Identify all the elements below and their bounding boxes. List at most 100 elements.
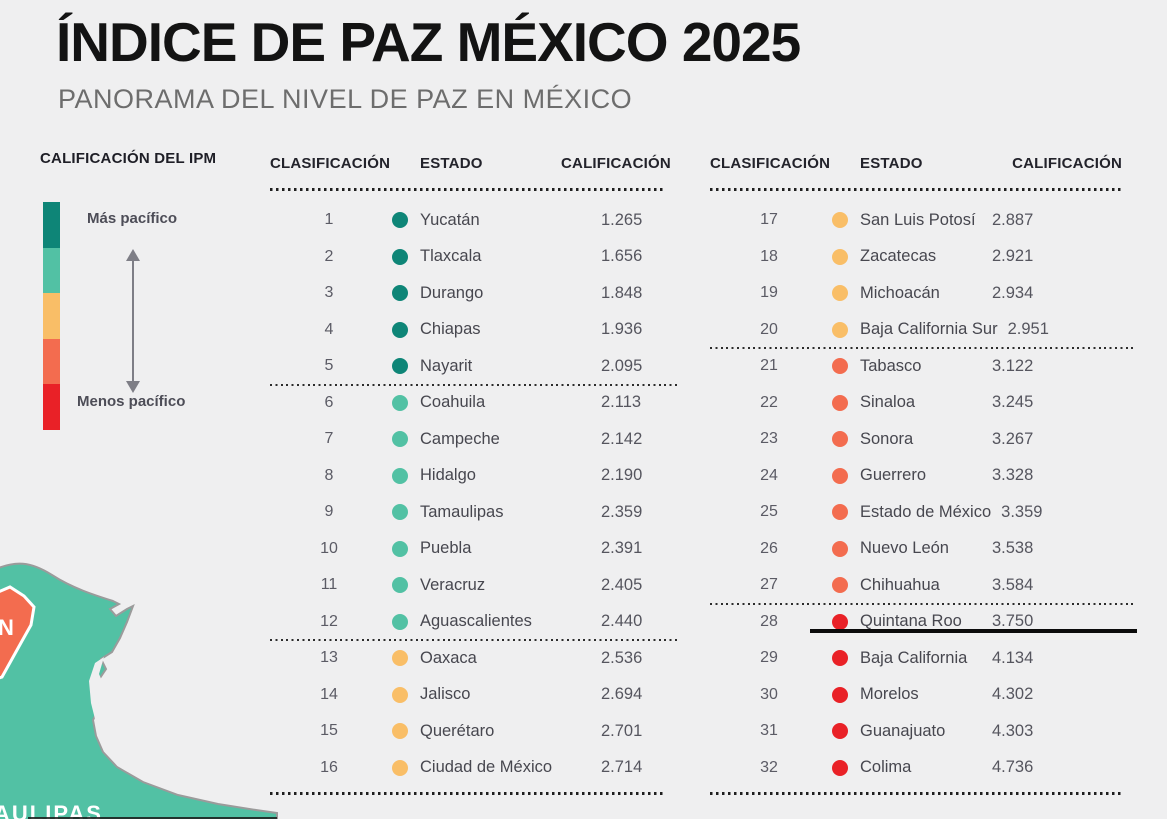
table-row: 8 Hidalgo 2.190 [270, 458, 666, 495]
state-name: Estado de México [860, 502, 992, 521]
state-name: Aguascalientes [420, 612, 532, 631]
rank-cell: 10 [320, 539, 338, 557]
state-name: Coahuila [420, 393, 486, 412]
rank-cell: 13 [320, 649, 338, 667]
rank-cell: 22 [760, 393, 778, 411]
mexico-map-fragment: N AULIPAS [0, 562, 278, 819]
state-name: San Luis Potosí [860, 210, 976, 229]
scale-segment [43, 247, 60, 294]
state-name: Jalisco [420, 685, 471, 704]
legend-title: CALIFICACIÓN DEL IPM [40, 150, 217, 167]
score-value: 2.405 [601, 575, 643, 594]
rank-cell: 29 [760, 649, 778, 667]
rank-cell: 16 [320, 758, 338, 776]
table-row: 21 Tabasco 3.122 [710, 348, 1122, 385]
table-row: 26 Nuevo León 3.538 [710, 531, 1122, 568]
rank-cell: 27 [760, 576, 778, 594]
dot-cell [828, 431, 852, 448]
table-row: 4 Chiapas 1.936 [270, 312, 666, 349]
tier-dot-icon [832, 321, 848, 338]
dot-cell [388, 686, 412, 703]
table-row: 9 Tamaulipas 2.359 [270, 494, 666, 531]
score-value: 1.848 [601, 283, 643, 302]
table-row: 31 Guanajuato 4.303 [710, 713, 1122, 750]
score-value: 4.302 [992, 685, 1034, 704]
dot-cell [828, 358, 852, 375]
rank-cell: 4 [324, 320, 334, 338]
state-name: Sinaloa [860, 393, 916, 412]
rank-cell: 19 [760, 284, 778, 302]
score-value: 2.934 [992, 283, 1034, 302]
score-value: 2.701 [601, 721, 643, 740]
header-dotted-line [710, 188, 1122, 191]
table-row: 15 Querétaro 2.701 [270, 713, 666, 750]
state-name: Guerrero [860, 466, 927, 485]
scale-segment [43, 293, 60, 339]
peace-scale-bar [43, 202, 60, 430]
tier-dot-icon [392, 212, 408, 229]
tier-dot-icon [832, 723, 848, 740]
tier-dot-icon [392, 394, 408, 411]
dot-cell [388, 540, 412, 557]
state-name: Querétaro [420, 721, 495, 740]
tier-dot-icon [392, 321, 408, 338]
score-value: 4.303 [992, 721, 1034, 740]
rank-cell: 26 [760, 539, 778, 557]
table-header-row: CLASIFICACIÓN ESTADO CALIFICACIÓN [270, 150, 671, 188]
bottom-dotted-line [710, 792, 1122, 795]
tier-dot-icon [832, 650, 848, 667]
arrow-line [131, 261, 135, 381]
table-row: 17 San Luis Potosí 2.887 [710, 202, 1122, 239]
rank-cell: 17 [760, 211, 778, 229]
tier-dot-icon [832, 394, 848, 411]
bottom-dotted-line [270, 792, 666, 795]
score-value: 4.736 [992, 758, 1034, 777]
tier-dot-icon [832, 686, 848, 703]
header-dotted-line [270, 188, 666, 191]
dot-cell [828, 467, 852, 484]
tier-dot-icon [392, 358, 408, 375]
state-name: Veracruz [420, 575, 486, 594]
state-name: Quintana Roo [860, 612, 962, 631]
tier-dot-icon [392, 723, 408, 740]
dot-cell [388, 504, 412, 521]
rank-column-header: CLASIFICACIÓN [270, 155, 391, 172]
score-value: 2.951 [1007, 320, 1049, 339]
less-peaceful-label: Menos pacífico [77, 393, 186, 410]
dot-cell [828, 394, 852, 411]
tier-dot-icon [832, 504, 848, 521]
score-value: 2.142 [601, 429, 643, 448]
state-name: Campeche [420, 429, 500, 448]
tier-dot-icon [392, 248, 408, 265]
dot-cell [828, 650, 852, 667]
score-value: 2.440 [601, 612, 643, 631]
score-value: 2.359 [601, 502, 643, 521]
table-row: 30 Morelos 4.302 [710, 677, 1122, 714]
score-value: 3.538 [992, 539, 1034, 558]
state-name: Morelos [860, 685, 919, 704]
table-row: 19 Michoacán 2.934 [710, 275, 1122, 312]
dot-cell [828, 540, 852, 557]
dot-cell [388, 394, 412, 411]
dot-cell [388, 759, 412, 776]
rank-cell: 1 [324, 211, 334, 229]
ipm-score-legend: CALIFICACIÓN DEL IPM Más pacífico Menos … [40, 150, 265, 450]
tier-dot-icon [392, 686, 408, 703]
score-value: 1.936 [601, 320, 643, 339]
quintana-roo-highlight-underline [810, 629, 1137, 633]
score-value: 1.656 [601, 247, 643, 266]
score-value: 2.887 [992, 210, 1034, 229]
rank-cell: 15 [320, 722, 338, 740]
state-name: Guanajuato [860, 721, 946, 740]
dot-cell [828, 723, 852, 740]
state-name: Chiapas [420, 320, 481, 339]
dot-cell [828, 577, 852, 594]
tier-dot-icon [832, 285, 848, 302]
score-value: 3.122 [992, 356, 1034, 375]
score-value: 3.584 [992, 575, 1034, 594]
state-name: Ciudad de México [420, 758, 553, 777]
table-row: 12 Aguascalientes 2.440 [270, 604, 680, 641]
map-state-tamaulipas [0, 562, 278, 819]
dot-cell [828, 686, 852, 703]
rank-cell: 25 [760, 503, 778, 521]
